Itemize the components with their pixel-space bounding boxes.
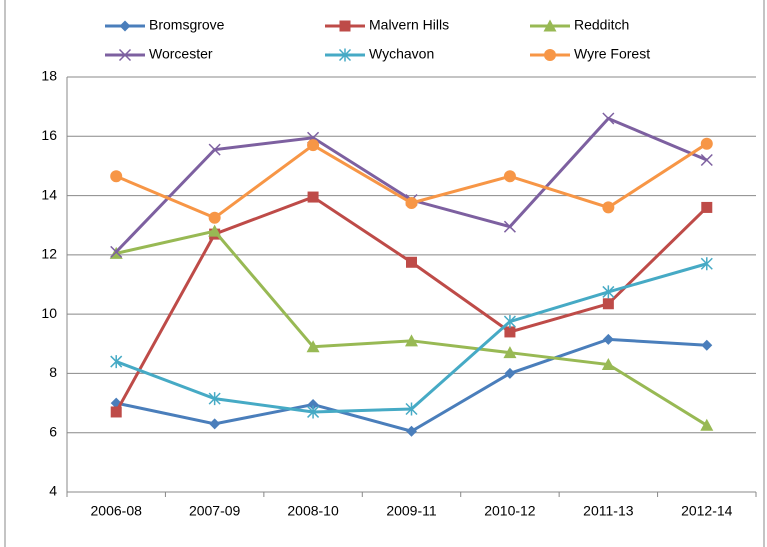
marker [700,418,714,431]
legend-label: Bromsgrove [149,17,225,33]
marker [307,405,320,419]
y-tick-label: 12 [41,246,57,262]
marker [405,402,418,416]
marker [504,326,516,338]
marker [601,358,615,371]
marker [306,340,320,353]
marker [110,245,123,258]
marker [307,191,319,203]
x-tick-label: 2009-11 [386,503,437,519]
marker [118,48,132,62]
marker [503,170,516,183]
marker [602,201,615,214]
series-line [115,337,707,433]
x-tick-label: 2006-08 [91,503,143,519]
marker [602,285,615,299]
marker [110,406,122,418]
marker [208,143,221,156]
marker [701,339,713,351]
marker [208,392,221,406]
x-tick-label: 2012-14 [681,503,733,519]
y-tick-label: 8 [49,364,57,380]
marker [209,418,221,430]
series-line [114,195,708,413]
y-tick-label: 16 [41,127,57,143]
marker [119,20,131,32]
marker [110,355,123,369]
marker [339,20,351,32]
legend-label: Malvern Hills [369,17,449,33]
marker [307,399,319,411]
marker [602,298,614,310]
legend-label: Redditch [574,17,629,33]
x-tick-label: 2007-09 [189,503,241,519]
marker [602,112,615,125]
x-tick-label: 2008-10 [287,503,339,519]
marker [406,256,417,268]
marker [503,315,516,329]
marker [504,367,516,379]
y-tick-label: 14 [41,186,57,202]
y-tick-label: 6 [49,423,57,439]
marker [208,211,221,224]
x-tick-label: 2010-12 [484,503,536,519]
marker [700,257,713,271]
marker [405,196,418,209]
marker [110,170,123,183]
marker [208,224,222,237]
marker [406,425,417,437]
marker [543,19,557,32]
marker [700,153,713,167]
marker [602,333,614,345]
marker [405,334,418,347]
y-tick-label: 18 [41,68,57,84]
y-tick-label: 4 [49,483,57,499]
marker [307,139,320,152]
legend-label: Wychavon [369,46,434,62]
y-tick-label: 10 [41,305,57,321]
legend-label: Worcester [149,46,213,62]
marker [503,220,516,233]
marker [503,346,517,359]
marker [338,48,352,62]
marker [701,201,713,213]
legend-label: Wyre Forest [574,46,650,62]
marker [700,137,713,150]
x-tick-label: 2011-13 [583,503,634,519]
marker [544,49,556,61]
